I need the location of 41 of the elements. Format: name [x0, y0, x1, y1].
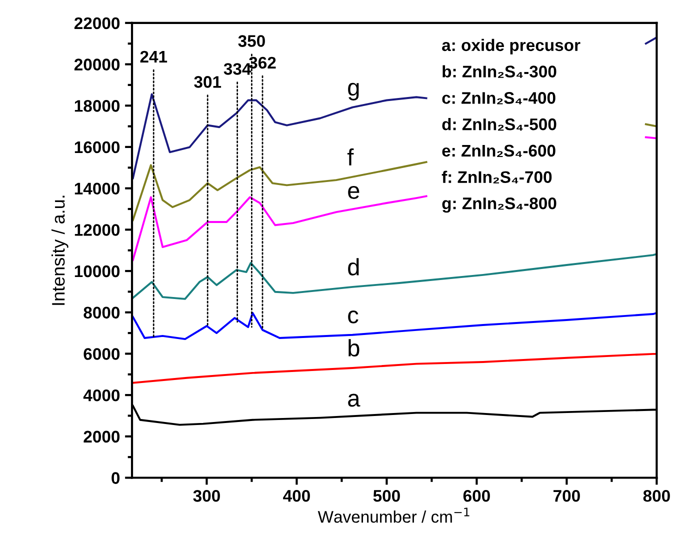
annotation: b: ZnIn₂S₄-300 [442, 65, 556, 78]
annotation: f [347, 148, 354, 166]
annotation: d: ZnIn₂S₄-500 [442, 118, 556, 131]
annotation: c [348, 310, 358, 324]
y-tick-label: 8000 [84, 306, 120, 319]
annotation: d [348, 258, 359, 276]
annotation: a [348, 394, 360, 407]
line-series [132, 253, 657, 300]
annotation: g: ZnIn₂S₄-800 [442, 197, 556, 213]
annotation: 301 [194, 76, 222, 88]
annotation: e [348, 186, 360, 199]
x-tick-label: 500 [373, 490, 400, 502]
y-tick-label: 0 [112, 472, 120, 484]
y-axis-title: Intensity / a.u. [51, 196, 68, 305]
annotation: b [348, 339, 360, 356]
y-tick-label: 10000 [74, 265, 120, 278]
x-axis-title: Wavenumber / cm$^{−1}$ [318, 508, 470, 523]
annotation: e: ZnIn₂S₄-600 [442, 144, 556, 157]
annotation: f: ZnIn₂S₄-700 [442, 170, 552, 184]
x-tick-label: 300 [193, 490, 220, 502]
y-tick-label: 6000 [84, 348, 120, 360]
y-tick-label: 20000 [74, 58, 120, 70]
y-tick-label: 14000 [74, 182, 120, 195]
y-tick-label: 2000 [84, 430, 120, 443]
annotation: 334 [224, 63, 252, 75]
y-tick-label: 12000 [74, 224, 120, 236]
annotation: 350 [238, 35, 265, 47]
x-tick-label: 600 [463, 490, 490, 502]
line-series [132, 312, 657, 340]
annotation: 241 [140, 50, 168, 62]
annotation: a: oxide precusor [442, 38, 580, 54]
y-tick-label: 18000 [74, 100, 120, 112]
annotation: c: ZnIn₂S₄-400 [442, 92, 556, 104]
annotation: 362 [248, 56, 276, 69]
y-tick-label: 4000 [83, 389, 120, 402]
x-tick-label: 800 [643, 490, 670, 502]
y-tick-label: 16000 [74, 141, 120, 154]
annotation: g [348, 82, 359, 100]
x-tick-label: 700 [554, 490, 580, 502]
x-tick-label: 400 [283, 490, 310, 502]
y-tick-label: 22000 [74, 17, 120, 30]
